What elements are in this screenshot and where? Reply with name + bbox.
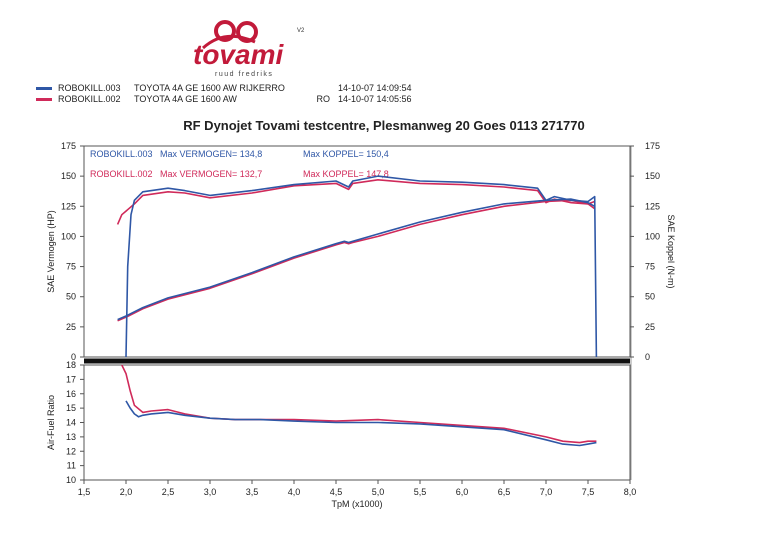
logo-brand: tovami xyxy=(193,39,284,70)
ytick-right-label: 150 xyxy=(645,171,660,181)
afr-ytick-label: 14 xyxy=(66,418,76,428)
afr-axis-label: Air-Fuel Ratio xyxy=(46,395,56,450)
logo-tagline: ruud fredriks xyxy=(215,71,273,78)
afr-ytick-label: 11 xyxy=(67,461,76,471)
ytick-left-label: 150 xyxy=(61,171,76,181)
power-line-robokill-002 xyxy=(117,199,596,322)
afr-ytick-label: 10 xyxy=(66,475,76,485)
xtick-label: 4,0 xyxy=(288,487,301,497)
afr-ytick-label: 15 xyxy=(66,403,76,413)
ytick-left-label: 25 xyxy=(66,322,76,332)
legend-vehicle: TOYOTA 4A GE 1600 AW RIJKERRO xyxy=(134,83,285,93)
afr-line-robokill-002 xyxy=(121,364,597,444)
xtick-label: 6,5 xyxy=(498,487,511,497)
afr-ytick-label: 17 xyxy=(66,374,76,384)
xtick-label: 1,5 xyxy=(78,487,91,497)
ytick-right-label: 125 xyxy=(645,201,660,211)
afr-ytick-label: 13 xyxy=(66,432,76,442)
annotation-max-torque: Max KOPPEL= 147,8 xyxy=(303,169,389,179)
ytick-left-label: 50 xyxy=(66,292,76,302)
x-axis-label: TpM (x1000) xyxy=(331,499,382,509)
xtick-label: 6,0 xyxy=(456,487,469,497)
y-axis-label-right: SAE Koppel (N-m) xyxy=(666,214,676,288)
xtick-label: 7,5 xyxy=(582,487,595,497)
ytick-left-label: 75 xyxy=(66,262,76,272)
ytick-right-label: 100 xyxy=(645,231,660,241)
ytick-right-label: 50 xyxy=(645,292,655,302)
xtick-label: 4,5 xyxy=(330,487,343,497)
xtick-label: 8,0 xyxy=(624,487,637,497)
afr-line-robokill-003 xyxy=(125,400,597,447)
legend-swatch-run003 xyxy=(36,87,52,90)
ytick-left-label: 175 xyxy=(61,141,76,151)
legend-date: 14-10-07 14:05:56 xyxy=(338,94,412,104)
annotation-max-power: Max VERMOGEN= 134,8 xyxy=(160,149,262,159)
ytick-left-label: 125 xyxy=(61,201,76,211)
torque-line-robokill-002 xyxy=(116,179,595,225)
legend-row-run002: ROBOKILL.002 TOYOTA 4A GE 1600 AW RO 14-… xyxy=(36,94,412,105)
ytick-left-label: 0 xyxy=(71,352,76,362)
xtick-label: 2,5 xyxy=(162,487,175,497)
legend-vehicle: TOYOTA 4A GE 1600 AW xyxy=(134,94,237,104)
legend-run-name: ROBOKILL.003 xyxy=(58,83,121,93)
ytick-right-label: 175 xyxy=(645,141,660,151)
ytick-right-label: 75 xyxy=(645,262,655,272)
torque-line-robokill-003 xyxy=(125,175,598,358)
xtick-label: 7,0 xyxy=(540,487,553,497)
logo-version: V2 xyxy=(297,28,305,34)
legend-run-name: ROBOKILL.002 xyxy=(58,94,121,104)
chart-title: RF Dynojet Tovami testcentre, Plesmanweg… xyxy=(183,118,585,133)
annotation-run: ROBOKILL.002 xyxy=(90,169,153,179)
legend-suffix: RO xyxy=(316,94,331,104)
annotation-max-power: Max VERMOGEN= 132,7 xyxy=(160,169,262,179)
legend-row-run003: ROBOKILL.003 TOYOTA 4A GE 1600 AW RIJKER… xyxy=(36,83,412,94)
ytick-right-label: 25 xyxy=(645,322,655,332)
run-legend: ROBOKILL.003 TOYOTA 4A GE 1600 AW RIJKER… xyxy=(36,83,412,105)
xtick-label: 5,5 xyxy=(414,487,427,497)
ytick-left-label: 100 xyxy=(61,231,76,241)
afr-ytick-label: 18 xyxy=(66,360,76,370)
afr-ytick-label: 12 xyxy=(66,446,76,456)
power-line-robokill-003 xyxy=(117,198,596,321)
xtick-label: 3,0 xyxy=(204,487,217,497)
top-plot-frame xyxy=(83,145,631,358)
afr-ytick-label: 16 xyxy=(66,389,76,399)
legend-swatch-run002 xyxy=(36,98,52,101)
annotation-max-torque: Max KOPPEL= 150,4 xyxy=(303,149,389,159)
ytick-right-label: 0 xyxy=(645,352,650,362)
y-axis-label-left: SAE Vermogen (HP) xyxy=(46,210,56,293)
legend-date: 14-10-07 14:09:54 xyxy=(338,83,412,93)
xtick-label: 2,0 xyxy=(120,487,133,497)
annotation-run: ROBOKILL.003 xyxy=(90,149,153,159)
xtick-label: 5,0 xyxy=(372,487,385,497)
xtick-label: 3,5 xyxy=(246,487,259,497)
tovami-logo: tovami ruud fredriks V2 xyxy=(193,20,305,78)
